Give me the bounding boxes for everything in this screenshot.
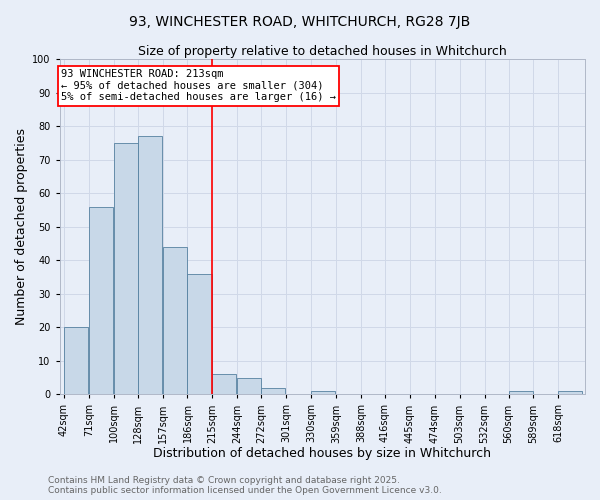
Bar <box>187 274 212 394</box>
Bar <box>163 247 187 394</box>
Bar <box>137 136 162 394</box>
Bar <box>311 391 335 394</box>
Bar <box>212 374 236 394</box>
Text: 93 WINCHESTER ROAD: 213sqm
← 95% of detached houses are smaller (304)
5% of semi: 93 WINCHESTER ROAD: 213sqm ← 95% of deta… <box>61 69 336 102</box>
X-axis label: Distribution of detached houses by size in Whitchurch: Distribution of detached houses by size … <box>153 447 491 460</box>
Bar <box>113 143 137 395</box>
Text: 93, WINCHESTER ROAD, WHITCHURCH, RG28 7JB: 93, WINCHESTER ROAD, WHITCHURCH, RG28 7J… <box>130 15 470 29</box>
Y-axis label: Number of detached properties: Number of detached properties <box>15 128 28 325</box>
Title: Size of property relative to detached houses in Whitchurch: Size of property relative to detached ho… <box>138 45 506 58</box>
Bar <box>262 388 286 394</box>
Bar <box>89 206 113 394</box>
Bar <box>237 378 262 394</box>
Bar <box>64 328 88 394</box>
Bar <box>509 391 533 394</box>
Bar <box>559 391 583 394</box>
Text: Contains HM Land Registry data © Crown copyright and database right 2025.
Contai: Contains HM Land Registry data © Crown c… <box>48 476 442 495</box>
